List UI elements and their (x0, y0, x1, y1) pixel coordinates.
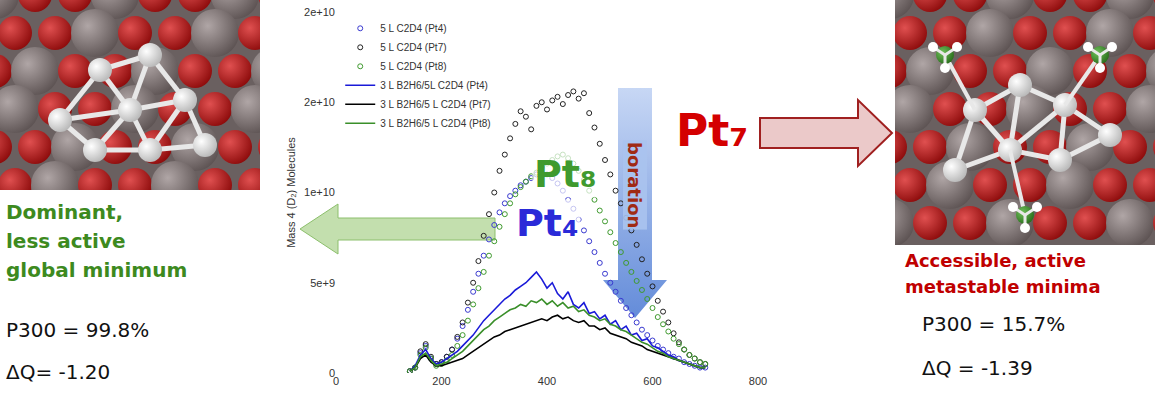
svg-text:5 L C2D4 (Pt4): 5 L C2D4 (Pt4) (380, 23, 446, 34)
svg-text:5 L C2D4 (Pt7): 5 L C2D4 (Pt7) (380, 42, 446, 53)
svg-text:Pt₇: Pt₇ (676, 105, 749, 156)
svg-text:2e+10: 2e+10 (304, 6, 335, 18)
svg-text:1e+10: 1e+10 (304, 186, 335, 198)
svg-text:0: 0 (329, 367, 335, 379)
svg-text:800: 800 (749, 375, 767, 387)
svg-text:400: 400 (538, 375, 556, 387)
html-text:Dominant,: Dominant, (6, 200, 124, 224)
html-text:ΔQ= -1.20: ΔQ= -1.20 (6, 360, 111, 384)
svg-text:0: 0 (333, 375, 339, 387)
svg-text:3 L B2H6/5 L C2D4 (Pt8): 3 L B2H6/5 L C2D4 (Pt8) (380, 118, 490, 129)
html-text:ΔQ = -1.39: ΔQ = -1.39 (922, 356, 1033, 380)
svg-text:boration: boration (624, 142, 645, 228)
html-text:Accessible, active: Accessible, active (905, 250, 1086, 271)
svg-text:200: 200 (432, 375, 450, 387)
svg-text:3 L B2H6/5L C2D4 (Pt4): 3 L B2H6/5L C2D4 (Pt4) (380, 80, 488, 91)
html-text:metastable minima: metastable minima (905, 276, 1101, 297)
html-text:P300 = 15.7%: P300 = 15.7% (922, 312, 1066, 336)
html-text:P300 = 99.8%: P300 = 99.8% (6, 318, 150, 342)
svg-text:3 L B2H6/5 L C2D4 (Pt7): 3 L B2H6/5 L C2D4 (Pt7) (380, 99, 490, 110)
html-text:less active: less active (6, 229, 126, 253)
svg-text:Pt₄: Pt₄ (516, 201, 579, 245)
svg-text:Mass 4 (D₂) Molecules: Mass 4 (D₂) Molecules (285, 137, 297, 248)
html-text:global minimum: global minimum (6, 258, 188, 282)
svg-text:5e+9: 5e+9 (310, 277, 335, 289)
svg-text:600: 600 (643, 375, 661, 387)
svg-text:Pt₈: Pt₈ (534, 152, 597, 196)
svg-text:2e+10: 2e+10 (304, 96, 335, 108)
svg-text:5 L C2D4 (Pt8): 5 L C2D4 (Pt8) (380, 61, 446, 72)
